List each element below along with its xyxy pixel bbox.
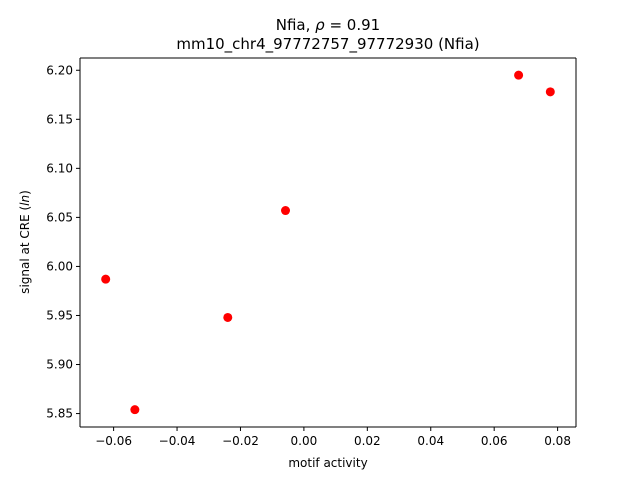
data-point-1 <box>101 274 111 284</box>
y-tick-label: 6.10 <box>46 161 73 175</box>
x-tick-label: −0.06 <box>95 434 132 448</box>
y-tick-label: 6.00 <box>46 259 73 273</box>
data-point-6 <box>545 87 555 97</box>
data-point-4 <box>281 206 291 216</box>
x-tick-label: 0.00 <box>291 434 318 448</box>
y-tick-label: 5.85 <box>46 407 73 421</box>
plot-background <box>80 58 576 427</box>
x-tick-label: 0.02 <box>354 434 381 448</box>
y-tick-label: 6.20 <box>46 63 73 77</box>
plot-area <box>79 57 577 428</box>
x-tick-label: −0.02 <box>222 434 259 448</box>
x-axis: −0.06 −0.04 −0.02 0.00 0.02 0.04 0.06 0.08 <box>95 427 571 448</box>
x-tick-label: 0.06 <box>481 434 508 448</box>
chart-title-line1: Nfia, ρ = 0.91 <box>276 16 380 34</box>
y-tick-label: 6.15 <box>46 112 73 126</box>
y-axis: 5.85 5.90 5.95 6.00 6.05 6.10 6.15 6.20 <box>46 63 80 421</box>
y-tick-label: 6.05 <box>46 210 73 224</box>
x-tick-label: 0.08 <box>544 434 571 448</box>
x-tick-label: 0.04 <box>417 434 444 448</box>
y-axis-label: signal at CRE (ln) <box>18 190 32 294</box>
y-tick-label: 5.90 <box>46 358 73 372</box>
data-point-5 <box>514 70 524 80</box>
x-axis-label: motif activity <box>288 456 367 470</box>
data-point-3 <box>223 312 233 322</box>
x-tick-label: −0.04 <box>159 434 196 448</box>
data-point-2 <box>130 405 140 415</box>
y-tick-label: 5.95 <box>46 308 73 322</box>
chart-title-line2: mm10_chr4_97772757_97772930 (Nfia) <box>176 35 479 54</box>
data-points <box>101 70 555 415</box>
